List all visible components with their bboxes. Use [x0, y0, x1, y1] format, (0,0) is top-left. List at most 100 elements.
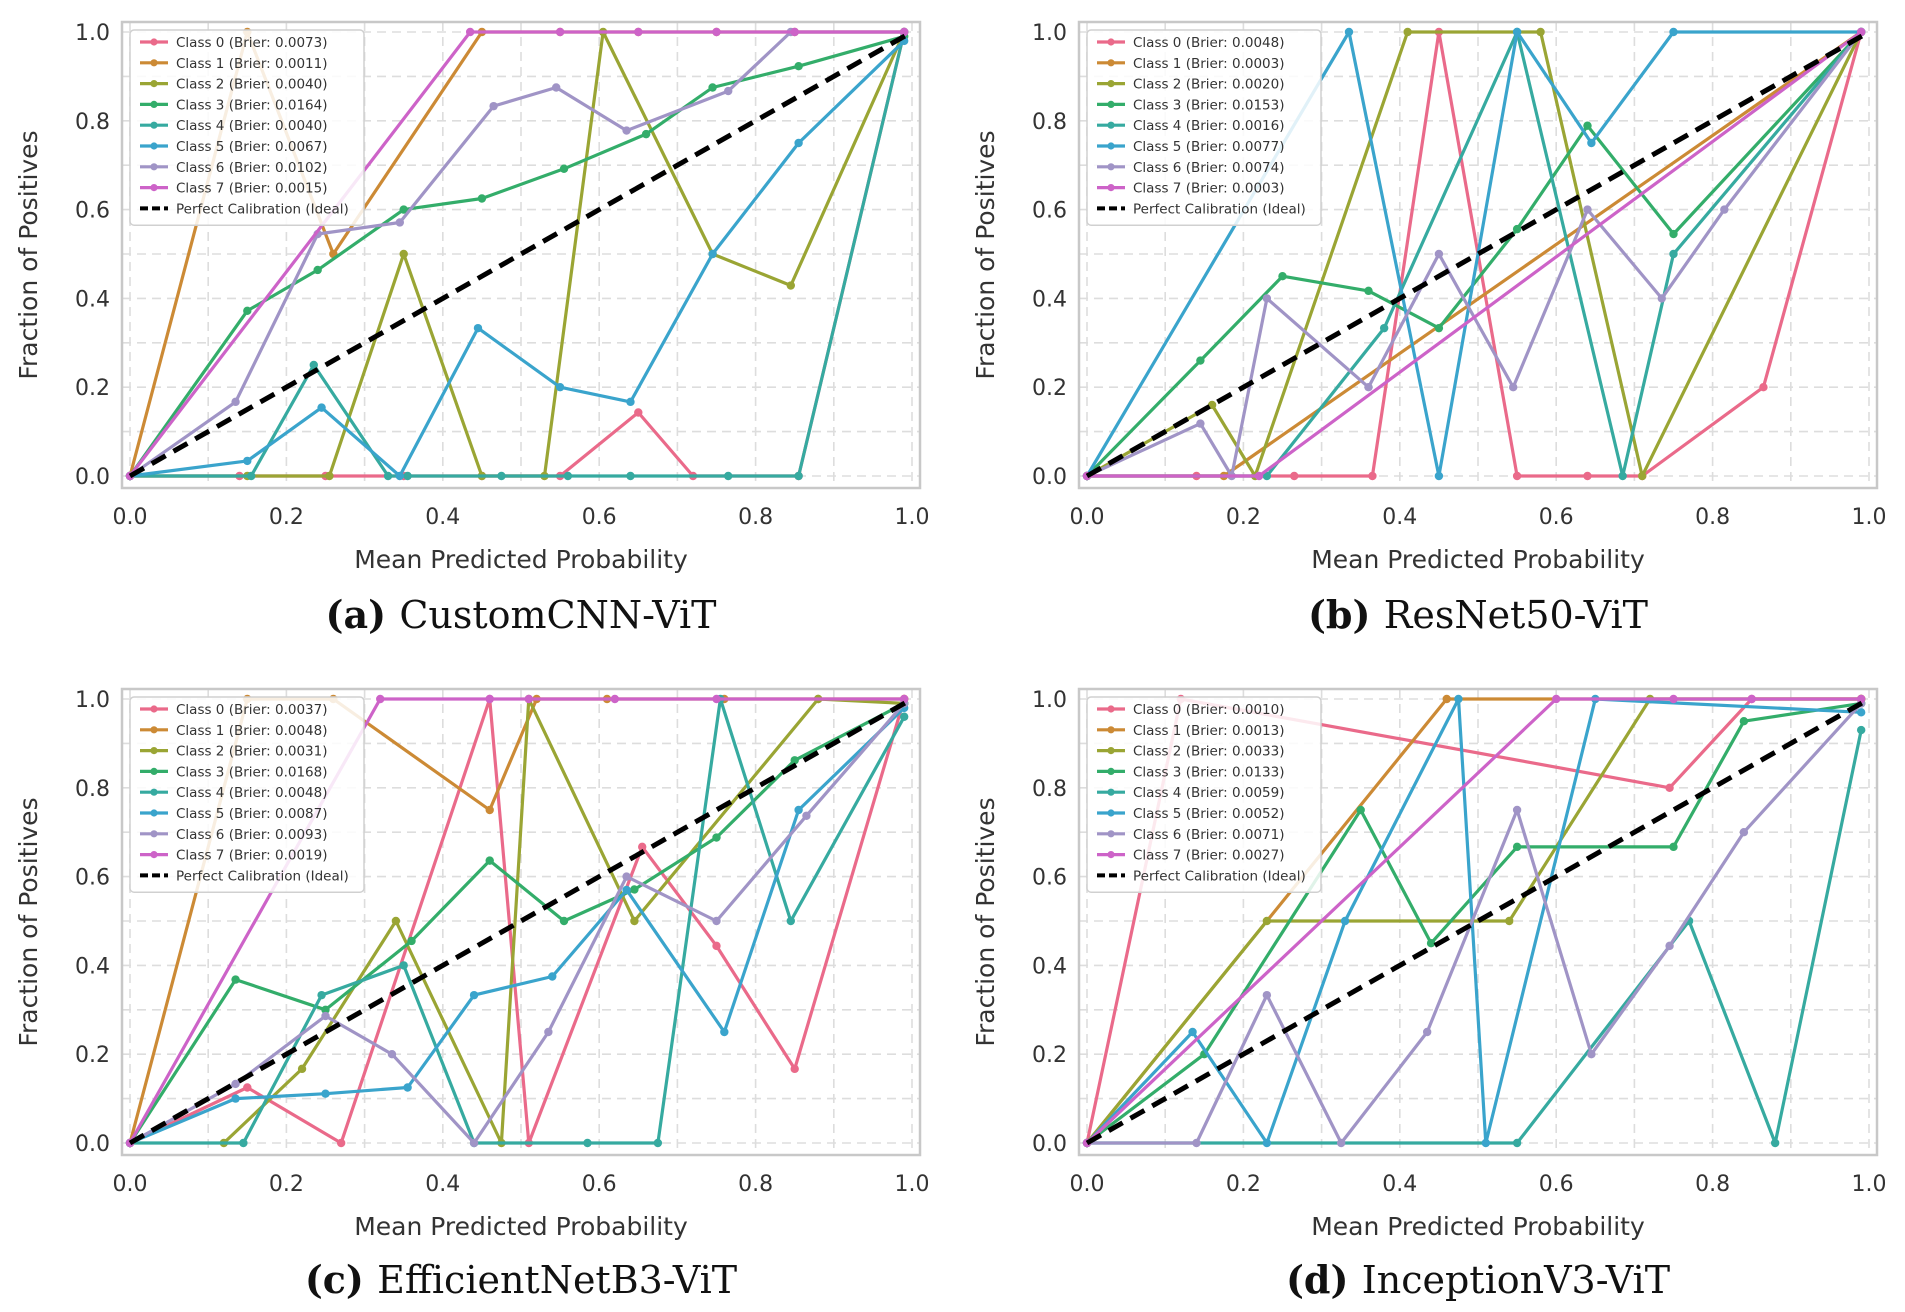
data-point	[1505, 916, 1514, 926]
data-point	[336, 1138, 346, 1148]
x-tick-label: 0.2	[1226, 1172, 1261, 1197]
y-tick-label: 0.4	[75, 287, 110, 312]
data-point	[1665, 941, 1674, 951]
legend-entry: Perfect Calibration (Ideal)	[176, 868, 349, 884]
y-tick-label: 0.2	[1032, 376, 1067, 401]
data-point	[1638, 471, 1647, 481]
x-tick-label: 0.4	[1382, 505, 1417, 530]
legend-marker	[1107, 80, 1115, 88]
caption-label: (c)	[305, 1257, 377, 1302]
legend-marker	[1107, 830, 1115, 838]
data-point	[563, 471, 573, 481]
x-tick-label: 0.4	[425, 1172, 460, 1197]
data-point	[555, 27, 565, 37]
legend: Class 0 (Brier: 0.0037) Class 1 (Brier: 0…	[129, 696, 365, 893]
legend-entry: Class 0 (Brier: 0.0073)	[176, 35, 327, 51]
legend-entry: Class 0 (Brier: 0.0010)	[1133, 702, 1284, 718]
data-point	[1422, 1027, 1432, 1037]
data-point	[1583, 471, 1592, 481]
plot-frame	[1077, 687, 1879, 1157]
data-point	[548, 972, 557, 981]
series-line-class-6	[1087, 702, 1863, 1145]
caption-label: (b)	[1308, 592, 1384, 637]
legend-entry: Class 1 (Brier: 0.0003)	[1133, 56, 1284, 72]
data-point	[1196, 419, 1205, 428]
data-point	[1583, 121, 1592, 130]
data-point	[1618, 471, 1627, 481]
data-point	[325, 471, 334, 481]
y-axis-label: Fraction of Positives	[14, 130, 43, 379]
data-point	[1587, 138, 1596, 148]
x-axis-label: Mean Predicted Probability	[354, 1212, 688, 1241]
legend-marker	[1107, 121, 1115, 129]
legend-entry: Class 2 (Brier: 0.0033)	[1133, 744, 1284, 760]
panel-caption: (a) CustomCNN-ViT	[326, 592, 717, 637]
data-point	[297, 1064, 307, 1074]
data-point	[583, 1138, 592, 1148]
data-point	[626, 471, 635, 481]
x-tick-label: 0.2	[269, 1172, 304, 1197]
data-point	[1665, 783, 1674, 792]
legend-marker	[150, 100, 158, 108]
data-point	[317, 990, 326, 1000]
data-point	[1856, 27, 1866, 37]
data-point	[485, 694, 494, 704]
data-point	[653, 1138, 663, 1148]
data-point	[1747, 694, 1756, 704]
data-point	[708, 249, 717, 259]
x-tick-label: 1.0	[1852, 505, 1887, 530]
data-point	[634, 408, 643, 417]
data-point	[489, 101, 498, 111]
legend-marker	[150, 767, 158, 776]
data-point	[1669, 842, 1678, 852]
legend-marker	[150, 830, 158, 838]
legend-marker	[150, 38, 158, 46]
legend-marker	[150, 184, 158, 192]
data-point	[720, 1027, 729, 1037]
data-point	[407, 936, 416, 946]
x-tick-label: 0.8	[738, 1172, 773, 1197]
data-point	[1336, 1138, 1346, 1148]
series-line-class-5	[129, 39, 906, 478]
x-tick-label: 1.0	[895, 1172, 930, 1197]
x-tick-label: 0.4	[1382, 1172, 1417, 1197]
legend-marker	[150, 80, 158, 88]
legend-entry: Class 6 (Brier: 0.0093)	[176, 827, 327, 843]
data-point	[231, 1079, 240, 1089]
legend-marker	[1107, 788, 1115, 796]
data-point	[1356, 805, 1365, 815]
data-point	[1262, 990, 1272, 1000]
data-point	[790, 27, 799, 37]
y-tick-label: 1.0	[1032, 21, 1067, 46]
data-point	[712, 916, 721, 926]
data-point	[794, 805, 803, 815]
data-point	[243, 306, 252, 316]
legend-entry: Class 4 (Brier: 0.0016)	[1133, 118, 1284, 134]
data-point	[231, 1094, 240, 1103]
data-point	[1669, 229, 1678, 239]
data-point	[383, 471, 393, 481]
legend-entry: Class 3 (Brier: 0.0133)	[1133, 764, 1284, 780]
data-point	[469, 1138, 479, 1148]
data-point	[1481, 1138, 1491, 1148]
legend-marker	[1107, 59, 1115, 67]
data-point	[622, 126, 631, 135]
data-point	[1856, 694, 1866, 704]
x-tick-label: 0.6	[1539, 505, 1574, 530]
data-point	[622, 885, 631, 895]
data-point	[544, 1027, 553, 1037]
data-point	[1587, 1050, 1596, 1059]
data-point	[247, 471, 256, 481]
data-point	[1434, 471, 1444, 481]
legend-entry: Class 7 (Brier: 0.0003)	[1133, 181, 1284, 197]
y-tick-label: 0.6	[1032, 199, 1067, 224]
x-tick-label: 0.8	[1695, 505, 1730, 530]
plot-frame	[120, 20, 922, 490]
legend-entry: Class 5 (Brier: 0.0087)	[176, 806, 327, 822]
y-tick-label: 1.0	[1032, 688, 1067, 713]
data-point	[239, 1138, 248, 1148]
x-tick-label: 0.6	[582, 1172, 617, 1197]
series-line-class-3	[128, 34, 905, 477]
y-tick-label: 0.6	[1032, 866, 1067, 891]
